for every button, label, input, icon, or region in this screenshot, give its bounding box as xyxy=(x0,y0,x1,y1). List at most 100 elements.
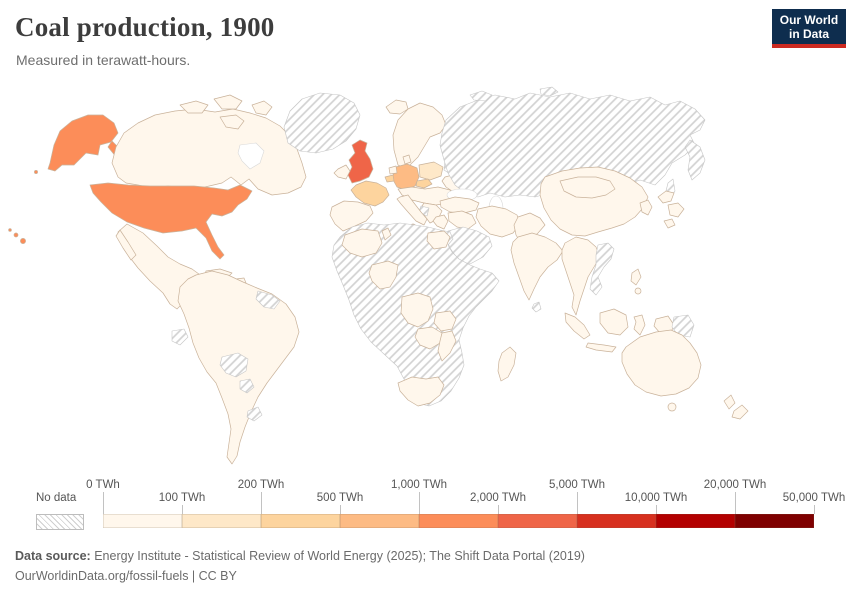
legend-bin-2[interactable] xyxy=(261,514,340,528)
country-new-zealand-north[interactable] xyxy=(723,394,736,410)
legend-tick-line-6 xyxy=(577,492,578,514)
country-new-zealand-south[interactable] xyxy=(731,404,749,420)
country-madagascar[interactable] xyxy=(497,346,517,382)
country-zambia-zimbabwe[interactable] xyxy=(414,326,443,350)
country-iran[interactable] xyxy=(475,205,521,238)
legend-bin-4[interactable] xyxy=(419,514,498,528)
legend-tick-label-6: 5,000 TWh xyxy=(548,479,606,491)
legend-tick-line-4 xyxy=(419,492,420,514)
country-united-states[interactable] xyxy=(89,182,253,260)
legend-bin-8[interactable] xyxy=(735,514,814,528)
country-mexico-baja[interactable] xyxy=(115,229,137,261)
legend-tick-label-5: 2,000 TWh xyxy=(469,492,527,504)
country-paraguay[interactable] xyxy=(239,378,255,394)
legend-tick-label-2: 200 TWh xyxy=(237,479,285,491)
country-korea[interactable] xyxy=(639,199,653,216)
legend-tick-line-0 xyxy=(103,492,104,514)
country-indonesia-java[interactable] xyxy=(585,342,617,353)
country-philippines[interactable] xyxy=(630,268,642,286)
country-russia-kamchatka[interactable] xyxy=(684,139,706,181)
region-indochina[interactable] xyxy=(589,242,615,296)
arctic-island-severnaya[interactable] xyxy=(539,86,559,97)
country-algeria[interactable] xyxy=(341,228,383,258)
legend-tick-label-9: 50,000 TWh xyxy=(782,492,846,504)
country-turkey[interactable] xyxy=(439,196,480,214)
legend-bin-5[interactable] xyxy=(498,514,577,528)
legend-tick-line-1 xyxy=(182,505,183,514)
legend-bin-3[interactable] xyxy=(340,514,419,528)
country-indonesia-borneo[interactable] xyxy=(599,308,629,336)
legend-tick-label-4: 1,000 TWh xyxy=(390,479,448,491)
country-canada-arctic-island-1[interactable] xyxy=(179,100,209,114)
legend-tick-label-3: 500 TWh xyxy=(316,492,364,504)
legend-bin-1[interactable] xyxy=(182,514,261,528)
country-greenland[interactable] xyxy=(283,92,361,154)
country-japan-kyushu[interactable] xyxy=(663,218,676,229)
data-source-label: Data source: xyxy=(15,549,91,563)
country-poland[interactable] xyxy=(418,161,444,181)
country-norway-sweden[interactable] xyxy=(392,102,447,169)
country-mongolia[interactable] xyxy=(559,176,616,199)
country-netherlands[interactable] xyxy=(388,165,398,175)
legend-color-bar xyxy=(103,514,814,528)
country-italy[interactable] xyxy=(396,194,428,226)
country-australia-tasmania[interactable] xyxy=(667,402,677,412)
country-canada[interactable] xyxy=(111,108,307,196)
map-legend: No data 0 TWh 100 TWh 200 TWh 500 TWh 1,000 … xyxy=(0,478,850,536)
chart-subtitle: Measured in terawatt-hours. xyxy=(16,52,191,68)
attribution-link[interactable]: OurWorldinData.org/fossil-fuels | CC BY xyxy=(15,569,237,583)
country-united-states-hawaii-1[interactable] xyxy=(13,232,19,238)
legend-bin-6[interactable] xyxy=(577,514,656,528)
country-south-africa[interactable] xyxy=(397,376,445,407)
region-iberia[interactable] xyxy=(329,200,374,232)
region-burma-thailand[interactable] xyxy=(561,236,601,316)
country-united-kingdom[interactable] xyxy=(347,139,374,184)
country-sri-lanka[interactable] xyxy=(531,301,542,313)
legend-bin-7[interactable] xyxy=(656,514,735,528)
country-uruguay[interactable] xyxy=(246,406,263,422)
country-egypt[interactable] xyxy=(426,230,451,250)
country-canada-arctic-island-2[interactable] xyxy=(213,94,243,110)
country-mozambique[interactable] xyxy=(437,330,457,362)
country-united-states-hawaii-3[interactable] xyxy=(8,228,12,232)
legend-tick-line-3 xyxy=(340,505,341,514)
country-tunisia[interactable] xyxy=(381,227,392,241)
country-denmark[interactable] xyxy=(402,154,412,165)
country-dr-congo[interactable] xyxy=(400,292,434,328)
hudson-bay xyxy=(237,142,265,170)
country-canada-arctic-island-3[interactable] xyxy=(219,114,245,130)
country-tanzania[interactable] xyxy=(433,310,457,332)
arctic-island-novaya-zemlya[interactable] xyxy=(469,90,493,102)
country-papua-new-guinea[interactable] xyxy=(671,314,695,338)
country-philippines-south[interactable] xyxy=(634,287,642,295)
country-indonesia-sumatra[interactable] xyxy=(564,312,591,340)
country-japan-hokkaido[interactable] xyxy=(657,190,675,204)
country-canada-arctic-island-4[interactable] xyxy=(251,100,273,116)
country-ireland[interactable] xyxy=(333,164,351,180)
country-bolivia[interactable] xyxy=(219,352,249,378)
country-united-states-hawaii-2[interactable] xyxy=(20,238,26,244)
country-iceland[interactable] xyxy=(385,99,409,115)
country-indonesia-sulawesi[interactable] xyxy=(633,314,646,336)
country-japan-honshu[interactable] xyxy=(667,202,685,218)
country-belgium[interactable] xyxy=(384,174,395,183)
country-greece[interactable] xyxy=(432,214,449,230)
legend-tick-line-7 xyxy=(656,505,657,514)
country-australia[interactable] xyxy=(621,329,702,397)
legend-bin-0[interactable] xyxy=(103,514,182,528)
country-india[interactable] xyxy=(510,232,564,301)
country-france[interactable] xyxy=(350,180,390,207)
legend-no-data-swatch[interactable] xyxy=(36,514,84,530)
country-ecuador[interactable] xyxy=(171,328,189,346)
legend-tick-label-0: 0 TWh xyxy=(86,479,120,491)
owid-logo[interactable]: Our World in Data xyxy=(772,9,846,48)
legend-tick-line-2 xyxy=(261,492,262,514)
country-united-states-aleutians[interactable] xyxy=(34,170,38,174)
owid-logo-line2: in Data xyxy=(788,26,829,41)
country-czechia[interactable] xyxy=(415,178,433,189)
country-guyanas[interactable] xyxy=(255,290,281,310)
country-united-states-alaska[interactable] xyxy=(47,114,119,172)
country-nigeria-niger[interactable] xyxy=(368,260,399,290)
legend-no-data-label: No data xyxy=(36,492,77,504)
region-syria-iraq[interactable] xyxy=(447,210,477,230)
